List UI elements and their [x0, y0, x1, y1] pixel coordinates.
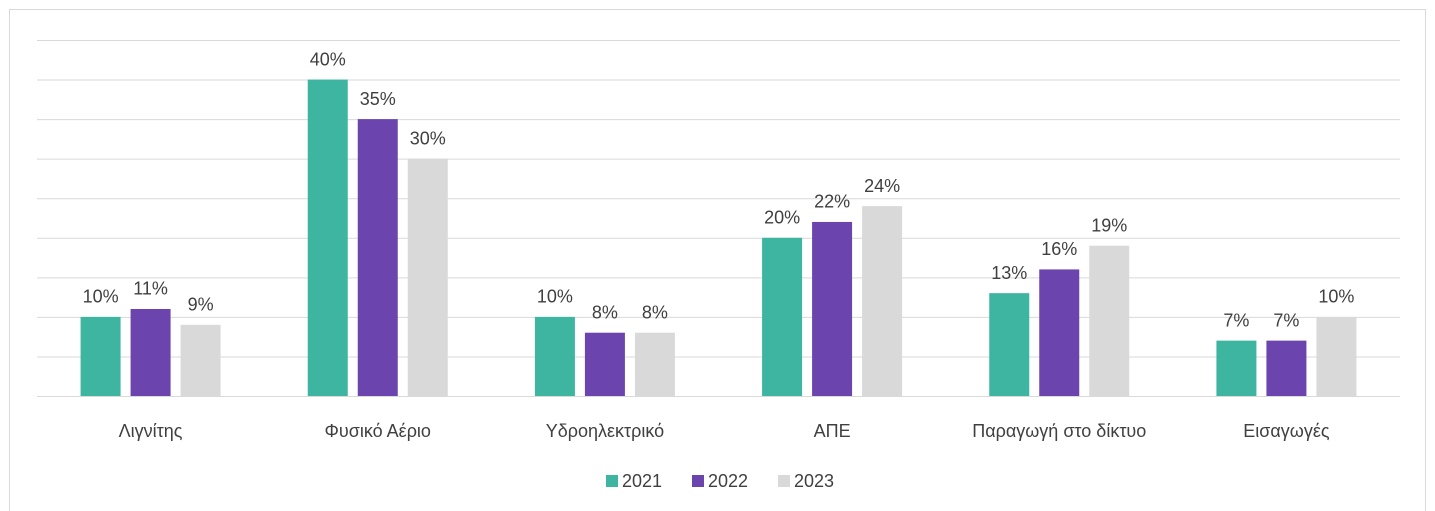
x-tick-label: Παραγωγή στο δίκτυο	[972, 421, 1146, 441]
chart-frame	[9, 9, 1426, 511]
data-label: 24%	[864, 176, 900, 196]
bar	[1316, 316, 1357, 396]
data-label: 10%	[83, 287, 119, 307]
x-tick-label: ΑΠΕ	[814, 421, 851, 441]
bar	[180, 324, 221, 396]
legend-label: 2023	[794, 471, 834, 491]
x-tick-label: Φυσικό Αέριο	[325, 421, 431, 441]
bar	[307, 79, 348, 397]
bar	[634, 332, 675, 396]
data-label: 13%	[991, 263, 1027, 283]
legend-swatch	[692, 475, 704, 487]
data-label: 22%	[814, 192, 850, 212]
data-label: 20%	[764, 208, 800, 228]
data-label: 9%	[188, 295, 214, 315]
x-tick-label: Υδροηλεκτρικό	[546, 421, 664, 441]
data-label: 7%	[1273, 310, 1299, 330]
data-label: 10%	[1318, 287, 1354, 307]
bar	[534, 316, 575, 396]
data-label: 30%	[410, 128, 446, 148]
legend-label: 2021	[622, 471, 662, 491]
data-label: 8%	[642, 302, 668, 322]
bar	[762, 237, 803, 396]
data-label: 7%	[1223, 310, 1249, 330]
bar	[584, 332, 625, 396]
bar	[862, 206, 903, 396]
legend-swatch	[606, 475, 618, 487]
bar	[130, 308, 171, 396]
legend-swatch	[778, 475, 790, 487]
x-tick-label: Εισαγωγές	[1243, 421, 1330, 441]
data-label: 19%	[1091, 215, 1127, 235]
bar	[1089, 245, 1130, 396]
bar	[357, 119, 398, 396]
data-label: 40%	[310, 49, 346, 69]
bar	[407, 158, 448, 396]
legend-label: 2022	[708, 471, 748, 491]
data-label: 16%	[1041, 239, 1077, 259]
data-label: 10%	[537, 287, 573, 307]
x-tick-label: Λιγνίτης	[119, 421, 183, 441]
bar	[80, 316, 121, 396]
bar	[812, 221, 853, 396]
bar	[1039, 269, 1080, 396]
data-label: 11%	[133, 279, 168, 299]
data-label: 8%	[592, 302, 618, 322]
bar	[1266, 340, 1307, 396]
bar	[1216, 340, 1257, 396]
bar	[989, 293, 1030, 396]
data-label: 35%	[360, 89, 396, 109]
